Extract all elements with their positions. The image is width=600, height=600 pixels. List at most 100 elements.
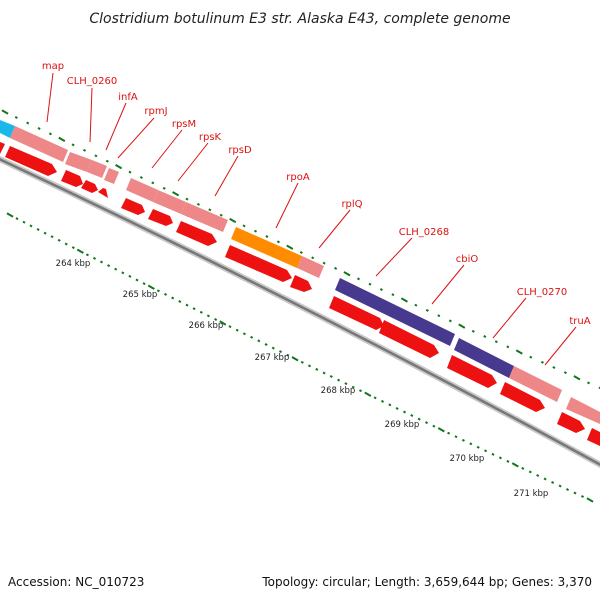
minor-tick (107, 264, 111, 268)
cds-arrow-1 (0, 142, 5, 154)
minor-tick (278, 350, 283, 354)
minor-tick (206, 314, 210, 318)
minor-tick (48, 132, 52, 136)
gene-bar-clh0270 (509, 366, 562, 402)
minor-tick (437, 314, 441, 318)
minor-tick (469, 442, 473, 446)
minor-tick (299, 251, 303, 254)
minor-tick (199, 310, 203, 314)
gene-label: rpsD (228, 145, 252, 156)
minor-tick (85, 253, 89, 257)
minor-tick (491, 452, 495, 456)
gene-label: infA (118, 92, 138, 103)
minor-tick (484, 449, 488, 453)
kbp-label: 266 kbp (189, 321, 224, 331)
minor-tick (50, 235, 54, 239)
kbp-label: 270 kbp (450, 454, 485, 464)
minor-tick (528, 470, 532, 474)
cds-arrow-11 (379, 320, 439, 358)
minor-tick (448, 319, 452, 323)
cds-arrow-6 (148, 209, 173, 226)
minor-tick (300, 360, 304, 364)
minor-tick (307, 364, 312, 368)
minor-tick (162, 186, 166, 190)
gene-bar-cbiO (454, 338, 514, 378)
major-tick (286, 244, 294, 250)
minor-tick (447, 431, 451, 435)
minor-tick (114, 267, 118, 271)
cds-arrow-7 (176, 221, 217, 246)
minor-tick (92, 256, 97, 260)
minor-tick (242, 224, 246, 228)
minor-tick (521, 466, 525, 470)
gene-label: CLH_0270 (517, 287, 568, 298)
cds-arrow-8 (225, 245, 292, 282)
minor-tick (543, 477, 547, 481)
minor-tick (380, 399, 385, 403)
kbp-label: 264 kbp (56, 259, 91, 269)
minor-tick (373, 396, 377, 400)
major-tick (58, 136, 66, 143)
gene-label: rpoA (286, 172, 310, 183)
kbp-labels: 264 kbp 265 kbp 266 kbp 267 kbp 268 kbp … (56, 259, 549, 499)
gene-bar-rrna (0, 120, 15, 138)
major-tick (6, 212, 14, 218)
minor-tick (219, 213, 223, 217)
gene-label: rpsM (172, 119, 196, 130)
major-tick (511, 462, 519, 468)
major-tick (515, 349, 523, 355)
minor-tick (494, 340, 498, 344)
gene-label: CLH_0260 (67, 76, 118, 87)
minor-tick (573, 491, 577, 495)
cds-arrow-9 (290, 275, 312, 292)
minor-tick (536, 474, 540, 477)
minor-tick (156, 289, 160, 293)
minor-tick (128, 274, 132, 278)
minor-tick (208, 208, 212, 212)
gene-bar-clh0260b (87, 160, 107, 178)
cds-arrow-3 (81, 180, 98, 193)
minor-tick (14, 116, 18, 119)
minor-tick (471, 329, 475, 333)
minor-tick (22, 220, 26, 224)
major-tick (400, 297, 408, 303)
minor-tick (286, 353, 290, 357)
major-tick (343, 271, 351, 277)
gene-bar-clh0268 (335, 278, 455, 346)
gene-bar-map (10, 126, 68, 162)
major-tick (229, 217, 237, 224)
minor-tick (337, 378, 341, 382)
major-tick (291, 356, 299, 362)
map-title: Clostridium botulinum E3 str. Alaska E43… (89, 11, 510, 27)
gene-label: rpsK (199, 132, 222, 143)
cds-arrow-map (5, 146, 57, 176)
minor-tick (580, 495, 585, 498)
minor-tick (391, 293, 395, 297)
kbp-label: 268 kbp (321, 386, 356, 396)
cds-track (0, 142, 600, 446)
kbp-label: 269 kbp (385, 420, 420, 430)
minor-tick (506, 345, 510, 349)
cds-arrow-5 (121, 198, 145, 215)
minor-tick (276, 240, 280, 244)
minor-tick (454, 435, 458, 439)
major-tick (172, 191, 180, 197)
cds-arrow-4 (98, 188, 108, 198)
major-tick (115, 163, 123, 170)
cds-arrow-10 (329, 296, 384, 330)
gene-bar-clh0260 (65, 152, 92, 172)
minor-tick (82, 148, 87, 152)
minor-tick (334, 266, 338, 270)
minor-tick (196, 202, 200, 206)
minor-tick (185, 197, 189, 201)
genome-summary-text: Topology: circular; Length: 3,659,644 bp… (261, 575, 592, 589)
minor-tick (506, 459, 510, 463)
cds-arrow-14 (557, 412, 585, 433)
gene-labels: map CLH_0260 infA rpmJ rpsM rpsK rpsD rp… (42, 61, 591, 327)
minor-tick (128, 170, 132, 174)
minor-tick (64, 242, 68, 246)
minor-tick (565, 488, 570, 491)
cds-arrow-15 (587, 428, 600, 446)
label-leaders (46, 72, 577, 366)
